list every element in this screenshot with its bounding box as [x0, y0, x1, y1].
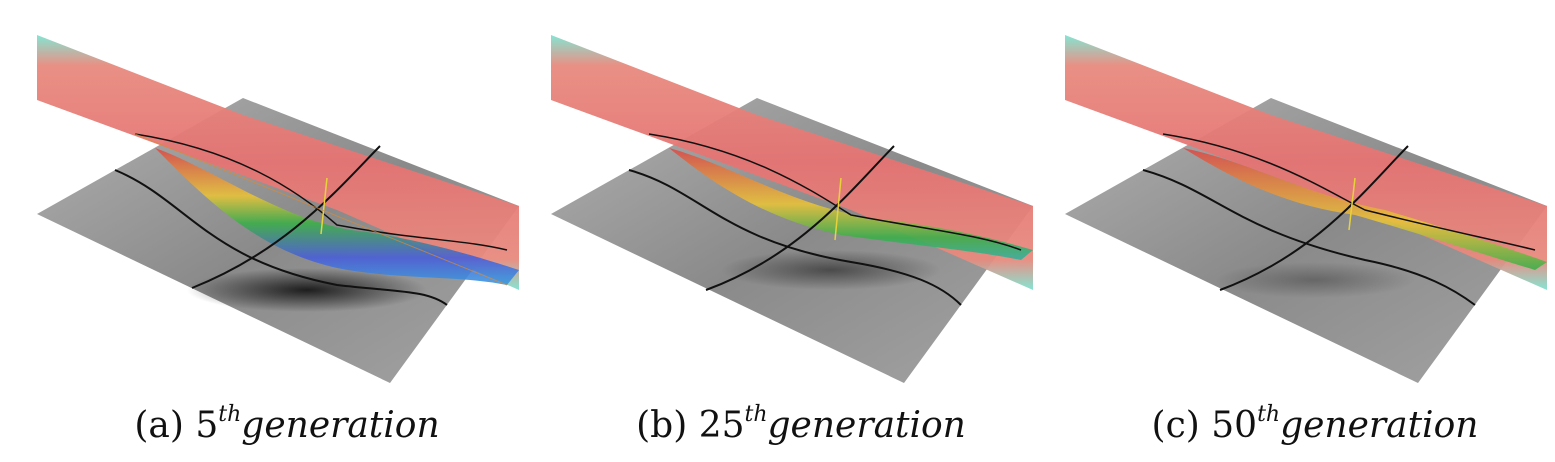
render-a	[37, 35, 519, 383]
caption-a: (a) 5thgeneration	[134, 402, 440, 446]
valley-b	[669, 148, 1033, 260]
caption-c: (c) 50thgeneration	[1151, 402, 1479, 446]
render-b	[551, 35, 1033, 383]
valley-a	[155, 148, 519, 285]
caption-b: (b) 25thgeneration	[636, 402, 966, 446]
valley-c	[1183, 148, 1547, 270]
panel-a: (a) 5thgeneration	[37, 0, 537, 462]
band-a	[37, 35, 519, 290]
panel-b: (b) 25thgeneration	[551, 0, 1051, 462]
render-c	[1065, 35, 1547, 383]
panel-c: (c) 50thgeneration	[1065, 0, 1555, 462]
